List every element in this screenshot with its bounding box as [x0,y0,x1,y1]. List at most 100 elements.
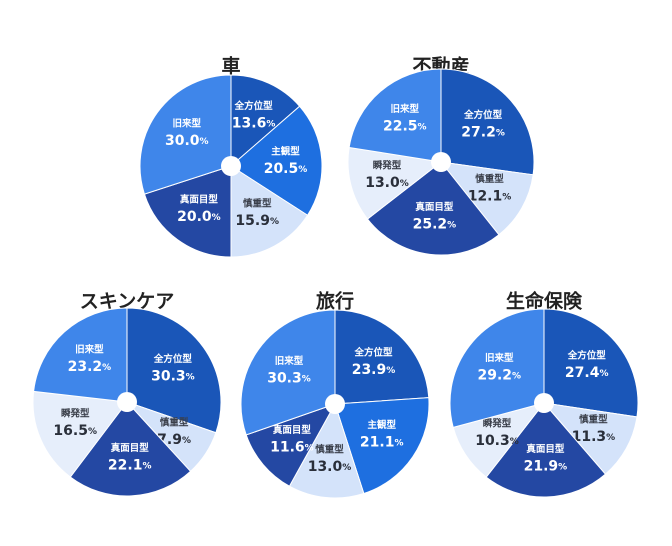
pie-slice-1 [440,68,535,176]
slice-value: 29.2% [478,368,522,384]
slice-label: 旧来型 [485,352,514,364]
slice-value-unit: % [510,437,519,447]
chart-title: スキンケア [80,291,174,313]
slice-value: 21.1% [360,435,404,451]
pie-slice-3 [230,165,309,258]
slice-value-number: 20.0 [177,209,212,225]
pie-chart-3: スキンケア全方位型30.3%慎重型7.9%真面目型22.1%瞬発型16.5%旧来… [32,291,222,497]
pie-slice-2 [439,161,534,236]
slice-value-number: 21.9 [524,458,559,474]
slice-value-unit: % [298,165,307,175]
slice-label: 全方位型 [567,350,607,362]
pie-center-hole [431,152,451,172]
pie-center-hole [325,394,345,414]
slice-label: 旧来型 [391,103,420,115]
slice-label: 全方位型 [353,346,393,358]
slice-label: 真面目型 [180,194,219,206]
slice-value-number: 13.0 [308,459,343,475]
slice-value-number: 30.3 [267,370,302,386]
slice-value-unit: % [400,178,409,188]
slice-label: 瞬発型 [373,159,402,171]
pie-slice-5 [240,309,336,436]
chart-title: 車 [221,55,240,78]
slice-value-number: 12.1 [468,189,503,205]
slice-value-number: 27.2 [461,124,496,140]
slice-label: 真面目型 [273,424,312,436]
slice-value-unit: % [502,192,511,202]
slice-value-number: 25.2 [413,216,448,232]
slice-value: 12.1% [468,189,512,205]
slice-value-number: 30.0 [165,133,200,149]
slice-value-number: 10.3 [475,433,510,449]
pie-chart-2: 不動産全方位型27.2%慎重型12.1%真面目型25.2%瞬発型13.0%旧来型… [347,55,535,256]
slice-value-unit: % [496,128,505,138]
slice-value-number: 15.9 [235,213,270,229]
slice-value: 27.4% [565,365,609,381]
slice-value-number: 20.5 [264,161,299,177]
slice-value: 11.6% [270,439,314,455]
slice-value: 30.3% [151,368,195,384]
slice-label: 主観型 [367,419,396,431]
pie-center-hole [221,156,241,176]
slice-value-unit: % [142,461,151,471]
slice-value-unit: % [558,462,567,472]
pie-chart-4: 旅行全方位型23.9%主観型21.1%慎重型13.0%真面目型11.6%旧来型3… [240,290,430,499]
slice-value-unit: % [88,427,97,437]
slice-label: 真面目型 [415,201,454,213]
slice-value: 30.0% [165,133,209,149]
pie-center-hole [117,392,137,412]
slice-value: 20.0% [177,209,221,225]
pie-slice-5 [139,74,232,195]
slice-value-number: 23.2 [68,359,103,375]
slice-value: 11.3% [572,429,616,445]
slice-value-unit: % [305,443,314,453]
chart-title: 生命保険 [506,290,583,313]
slice-label: 旧来型 [275,355,304,367]
slice-label: 瞬発型 [61,408,90,420]
slice-value-number: 13.0 [365,175,400,191]
pie-slice-5 [449,308,545,428]
slice-label: 全方位型 [234,100,274,112]
slice-label: 瞬発型 [483,418,512,430]
pie-slice-2 [334,397,430,495]
slice-value: 10.3% [475,433,519,449]
chart-title: 旅行 [316,290,354,313]
slice-value-unit: % [606,433,615,443]
slice-value: 22.1% [108,457,152,473]
slice-value: 23.2% [68,359,112,375]
slice-label: 真面目型 [526,443,565,455]
slice-value: 13.6% [232,115,276,131]
slice-value: 16.5% [53,423,97,439]
slice-label: 主観型 [271,146,300,158]
pie-slice-4 [245,403,337,487]
pie-slice-2 [230,105,323,216]
slice-value-number: 22.5 [383,119,418,135]
slice-label: 慎重型 [579,414,608,426]
slice-value-unit: % [447,220,456,230]
slice-value-unit: % [512,371,521,381]
slice-value-number: 11.3 [572,429,607,445]
pie-slice-1 [126,307,222,434]
slice-value-unit: % [266,119,275,129]
slice-value-unit: % [200,136,209,146]
slice-value-unit: % [302,374,311,384]
pie-slice-4 [143,165,232,258]
slice-value-unit: % [394,438,403,448]
slice-label: 全方位型 [463,109,503,121]
slice-label: 真面目型 [111,442,150,454]
slice-value: 13.0% [308,459,352,475]
slice-value-number: 16.5 [53,423,88,439]
slice-value-unit: % [599,369,608,379]
slice-value-number: 23.9 [352,362,387,378]
slice-label: 慎重型 [160,417,189,429]
slice-label: 慎重型 [243,197,272,209]
slice-value-unit: % [186,372,195,382]
slice-value: 27.2% [461,124,505,140]
slice-value-unit: % [386,365,395,375]
slice-label: 旧来型 [75,343,104,355]
slice-value-number: 11.6 [270,439,305,455]
slice-value-number: 27.4 [565,365,600,381]
